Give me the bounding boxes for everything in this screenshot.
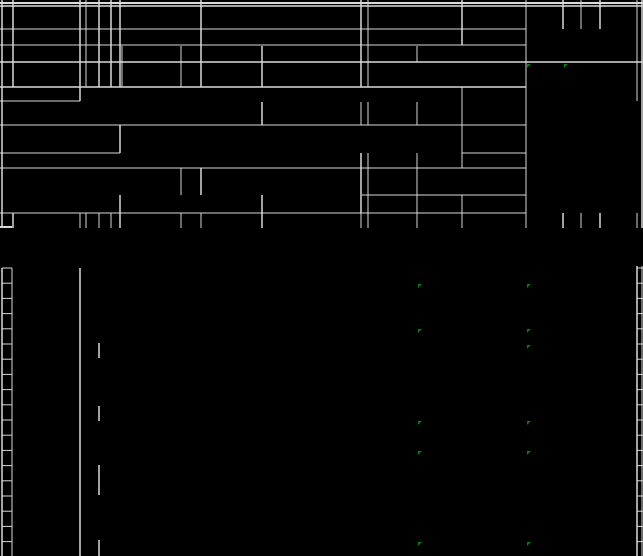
error-indicator-icon[interactable] — [527, 284, 531, 288]
error-indicator-icon[interactable] — [564, 64, 568, 68]
error-indicator-icon[interactable] — [527, 64, 531, 68]
error-indicator-icon[interactable] — [527, 451, 531, 455]
error-indicator-icon[interactable] — [418, 421, 422, 425]
error-indicator-icon[interactable] — [527, 421, 531, 425]
error-indicator-icon[interactable] — [418, 329, 422, 333]
error-indicator-icon[interactable] — [527, 542, 531, 546]
error-indicator-icon[interactable] — [418, 542, 422, 546]
error-indicator-icon[interactable] — [418, 284, 422, 288]
error-indicator-icon[interactable] — [527, 345, 531, 349]
error-indicator-icon[interactable] — [418, 451, 422, 455]
error-indicator-icon[interactable] — [527, 329, 531, 333]
